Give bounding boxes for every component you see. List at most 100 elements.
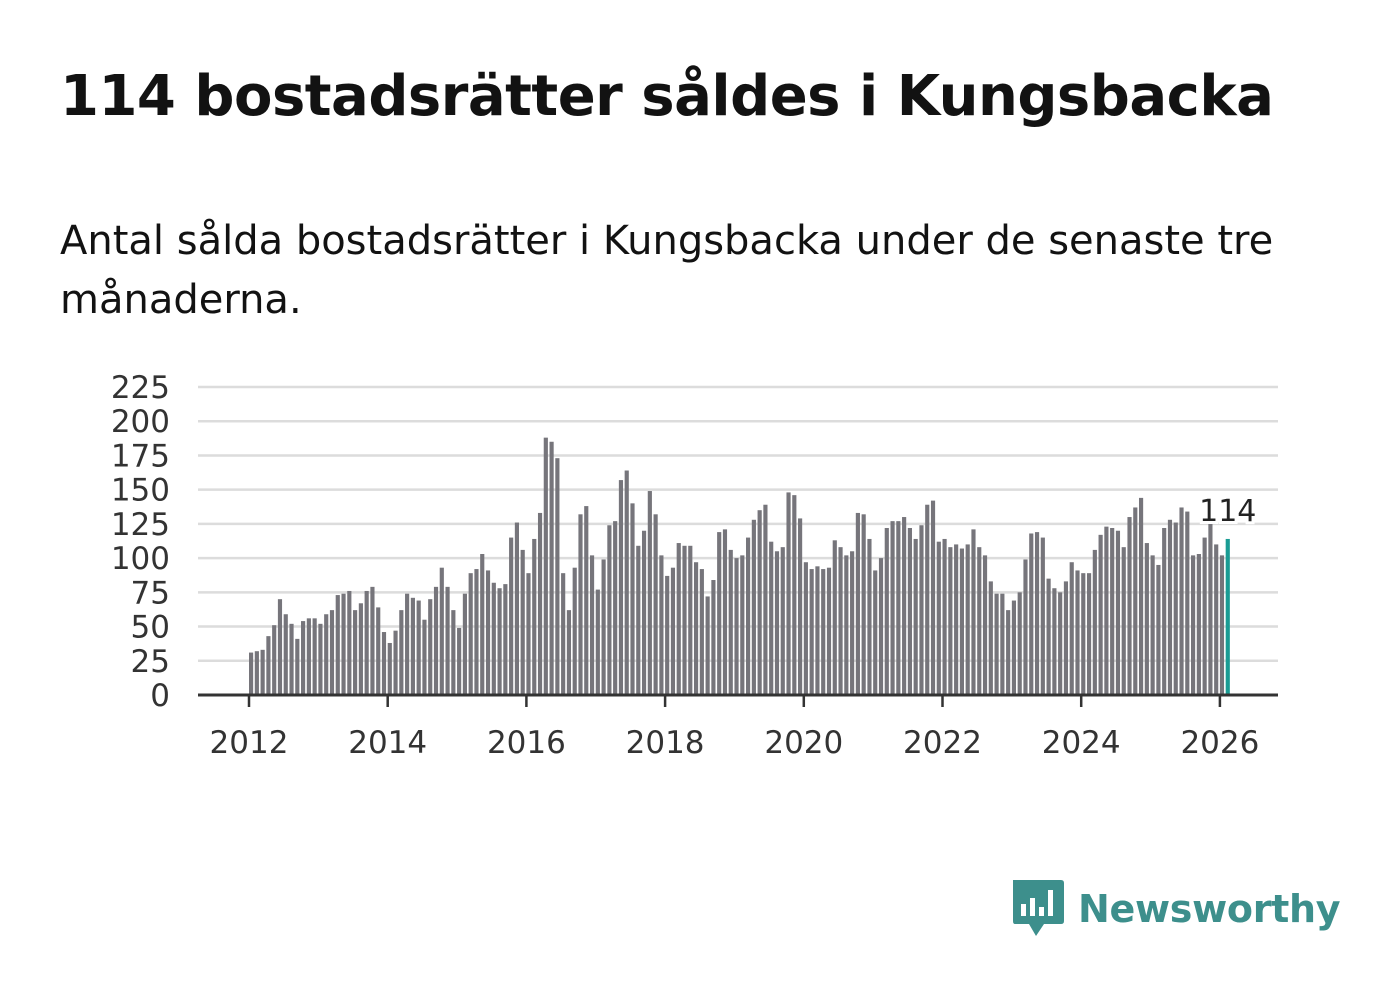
bar (1185, 511, 1190, 695)
bar (717, 532, 722, 695)
bar (803, 562, 808, 695)
bar (821, 569, 826, 695)
bar (555, 458, 560, 695)
bar (751, 519, 756, 695)
x-tick-label: 2020 (764, 725, 843, 761)
bar (283, 614, 288, 695)
bar (249, 652, 254, 695)
bar (1144, 543, 1149, 695)
bar (641, 530, 647, 695)
bar (948, 547, 953, 695)
bar (1156, 564, 1161, 695)
bar (665, 575, 670, 695)
bar (1063, 581, 1069, 695)
bar (936, 541, 941, 695)
bar (1208, 523, 1213, 695)
x-tick-label: 2016 (487, 725, 566, 761)
x-tick-label: 2022 (903, 725, 982, 761)
bar (520, 549, 525, 695)
bar (798, 518, 803, 695)
bar (318, 623, 323, 695)
bar (688, 545, 693, 695)
bar (1046, 578, 1051, 695)
bar (699, 569, 704, 695)
bar (561, 573, 566, 695)
bar (393, 630, 398, 695)
bar (468, 573, 473, 695)
bar (1202, 537, 1207, 695)
bar (815, 566, 820, 695)
bar (1104, 526, 1109, 695)
bar (682, 545, 687, 695)
bar (1150, 555, 1155, 695)
bar (878, 558, 884, 695)
bar (890, 521, 895, 695)
bar (589, 555, 595, 695)
bar (1081, 573, 1086, 695)
bar (306, 618, 311, 695)
bar (624, 470, 629, 695)
bar (578, 514, 583, 695)
bar (405, 593, 410, 695)
bar (873, 570, 878, 695)
bar (277, 599, 283, 695)
x-tick-label: 2026 (1180, 725, 1259, 761)
bar (457, 627, 462, 695)
bar (1138, 497, 1144, 695)
bar (485, 570, 491, 695)
y-tick-label: 75 (131, 575, 170, 611)
bar (734, 558, 739, 695)
bar (1219, 555, 1225, 695)
bar (416, 600, 421, 695)
bar (942, 538, 947, 695)
bar (1023, 559, 1028, 695)
bar (289, 623, 294, 695)
bar (1121, 547, 1126, 695)
bar (387, 642, 392, 695)
x-tick-label: 2014 (348, 725, 427, 761)
bar (930, 500, 936, 695)
bar (358, 603, 363, 695)
bar (613, 521, 618, 695)
bar (722, 529, 728, 695)
bar (786, 492, 791, 695)
bar (902, 517, 907, 695)
bar (630, 503, 635, 695)
bar (295, 638, 300, 695)
bar-highlight (1225, 538, 1230, 695)
bar (607, 525, 612, 695)
bar (1006, 610, 1011, 695)
bar (474, 569, 479, 695)
bar (954, 544, 959, 695)
bar (763, 504, 768, 695)
bar (549, 441, 554, 695)
bar (410, 597, 415, 695)
bar (676, 543, 681, 695)
bar (1058, 592, 1063, 695)
bar (566, 610, 572, 695)
bar (982, 555, 988, 695)
bar (1179, 507, 1184, 695)
bar (647, 491, 652, 695)
bar (1017, 592, 1022, 695)
bar (370, 586, 375, 695)
bar (670, 567, 676, 695)
bar (1011, 600, 1017, 695)
y-tick-label: 175 (111, 438, 170, 474)
bar (925, 504, 930, 695)
bar (341, 593, 346, 695)
bar (838, 547, 843, 695)
bar (329, 610, 335, 695)
x-tick-label: 2018 (626, 725, 705, 761)
bar (1162, 527, 1167, 695)
bar (532, 538, 537, 695)
bar (364, 590, 369, 695)
bar (439, 567, 444, 695)
bar (884, 527, 889, 695)
bar (757, 510, 762, 695)
y-tick-label: 50 (131, 610, 170, 646)
bar (740, 555, 745, 695)
bar (462, 593, 467, 695)
bar (543, 437, 548, 695)
brand-logo: Newsworthy (1010, 878, 1341, 940)
